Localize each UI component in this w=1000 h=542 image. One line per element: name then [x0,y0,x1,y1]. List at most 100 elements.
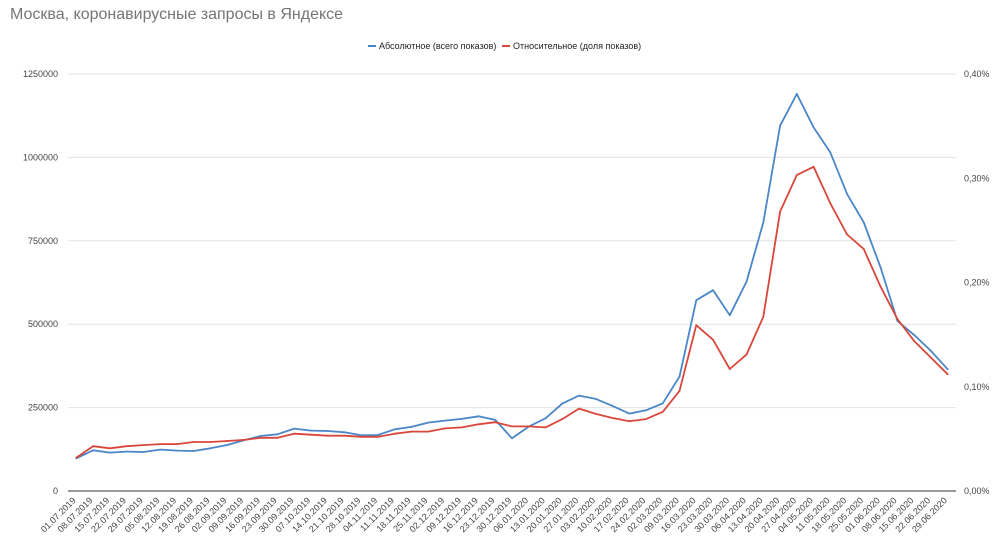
data-point [444,427,446,430]
data-point [578,407,580,410]
data-point [896,318,899,320]
data-point [343,434,346,437]
data-point [293,432,296,435]
data-point [561,418,564,420]
data-point [812,126,815,129]
data-point [176,449,178,452]
data-point [276,436,279,439]
data-point [929,356,932,359]
y-tick-label: 0 [53,486,58,496]
y-tick-label: 750000 [28,236,58,246]
data-point [477,415,480,418]
data-point [661,402,664,405]
data-point [678,375,681,378]
data-point [176,443,178,445]
data-point [511,425,513,428]
series-line-1 [75,93,949,460]
series-line-2 [75,165,949,459]
data-point [494,421,497,424]
data-point [226,444,229,446]
gridlines [68,73,956,492]
y-tick-label: 1250000 [23,69,58,79]
data-point [829,151,832,154]
data-point [259,436,262,439]
y-tick-label: 500000 [28,319,58,329]
data-point [75,456,78,459]
data-point [779,124,781,127]
y2-tick-label: 0,20% [964,278,990,288]
data-point [494,419,497,421]
data-point [226,440,229,442]
data-point [410,426,413,428]
data-point [846,233,848,236]
data-point [310,433,312,436]
x-axis: 01.07.201908.07.201915.07.201922.07.2019… [39,495,949,534]
data-point [92,449,95,452]
data-point [561,402,564,405]
legend-label: Абсолютное (всего показов) [379,41,496,51]
data-point [745,353,748,356]
data-point [946,368,949,371]
data-point [108,447,111,450]
data-point [92,445,95,448]
data-point [594,398,597,400]
data-point [243,439,245,441]
data-point [879,285,882,288]
data-point [879,266,882,269]
data-point [326,434,329,437]
data-point [527,425,530,428]
data-point [477,423,480,426]
data-point [427,430,430,433]
data-point [795,93,798,95]
data-point [762,221,765,224]
data-point [142,444,145,447]
data-point [159,448,162,451]
data-point [125,445,128,448]
data-point [678,390,681,392]
data-point [829,202,832,205]
y2-tick-label: 0,00% [964,486,990,496]
y-axis-left: 0 250000 500000 750000 1000000 1250000 [23,69,58,496]
y-tick-label: 250000 [28,403,58,413]
data-point [795,174,798,177]
data-point [393,428,396,431]
data-point [511,437,513,440]
data-point [913,333,916,336]
data-point [712,289,714,292]
data-point [728,314,731,317]
data-point [611,405,614,407]
data-point [159,443,162,445]
data-point [343,431,346,434]
data-point [444,419,446,422]
series-lines [75,93,949,460]
data-point [695,299,698,302]
y-axis-right: 0,00% 0,10% 0,20% 0,30% 0,40% [964,69,990,496]
data-point [410,430,413,433]
data-point [460,418,463,420]
data-point [209,441,212,443]
data-point [544,417,547,420]
y-tick-label: 1000000 [23,152,58,162]
data-point [544,426,547,429]
data-point [209,447,212,450]
data-point [645,409,647,412]
data-point [745,280,748,283]
data-point [578,394,580,397]
chart-title: Москва, коронавирусные запросы в Яндексе [10,6,344,23]
data-point [427,421,430,424]
data-point [310,429,312,432]
data-point [862,221,865,224]
data-point [628,412,631,415]
data-point [326,430,329,432]
data-point [125,450,128,453]
data-point [712,338,714,341]
data-point [728,368,731,370]
data-point [645,418,647,420]
data-point [259,435,262,437]
data-point [142,451,145,453]
data-point [661,410,664,413]
data-point [862,248,865,251]
data-point [276,433,279,436]
data-point [192,450,195,452]
